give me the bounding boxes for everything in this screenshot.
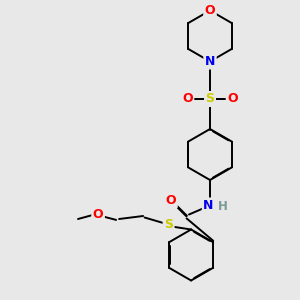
Text: O: O: [227, 92, 238, 106]
Text: N: N: [205, 55, 215, 68]
Text: O: O: [205, 4, 215, 17]
Text: O: O: [93, 208, 104, 221]
Text: O: O: [166, 194, 176, 207]
Text: N: N: [203, 199, 214, 212]
Text: S: S: [206, 92, 214, 106]
Text: O: O: [182, 92, 193, 106]
Text: S: S: [164, 218, 173, 232]
Text: H: H: [218, 200, 227, 214]
